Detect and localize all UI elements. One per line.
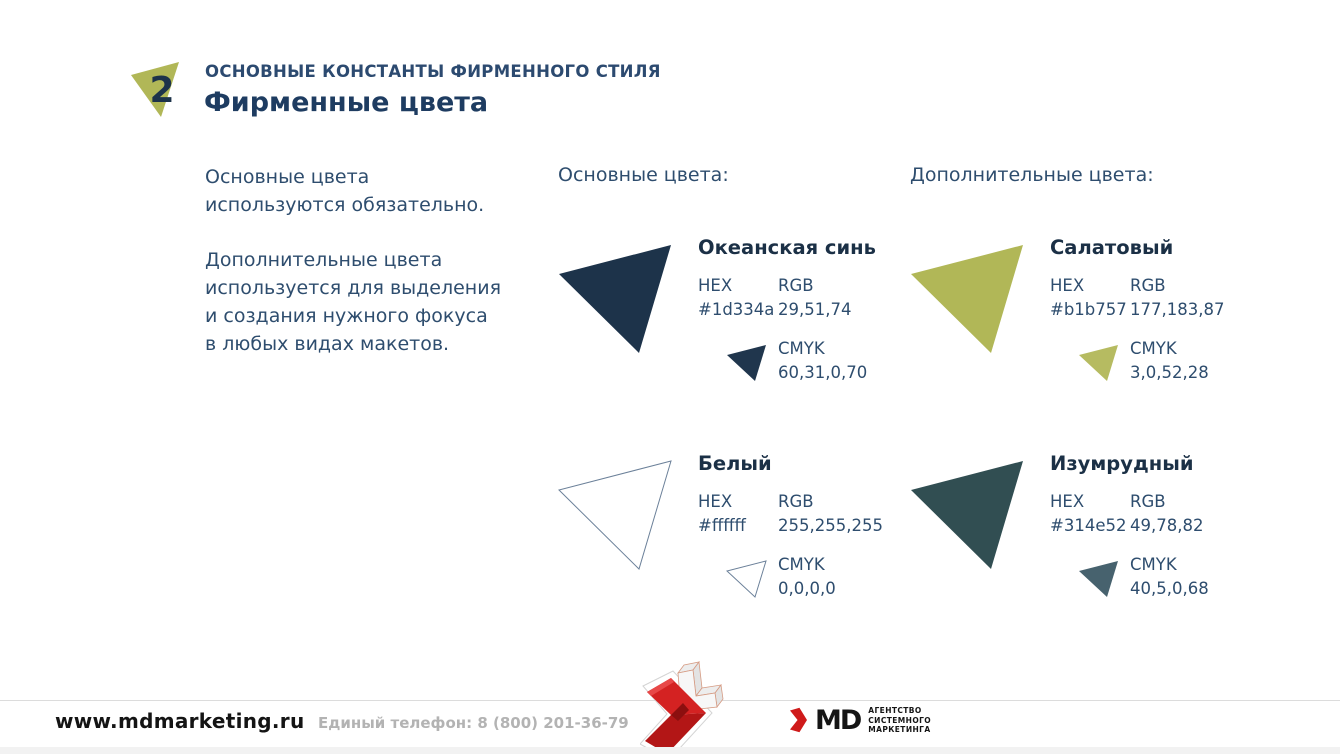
agency-tagline-line2: СИСТЕМНОГО [868, 715, 932, 725]
section-eyebrow: ОСНОВНЫЕ КОНСТАНТЫ ФИРМЕННОГО СТИЛЯ [205, 62, 661, 81]
rgb-value: 49,78,82 [1130, 516, 1204, 535]
swatch-card-ocean-blue: Океанская синь HEX #1d334a RGB 29,51,74 … [556, 236, 896, 406]
rgb-value: 255,255,255 [778, 516, 883, 535]
phone-text: Единый телефон: 8 (800) 201-36-79 [318, 714, 629, 732]
hex-label: HEX [698, 276, 733, 295]
hex-block: HEX #314e52 [1050, 492, 1126, 535]
swatch-card-white: Белый HEX #ffffff RGB 255,255,255 CMYK 0… [556, 452, 896, 622]
cmyk-label: CMYK [1130, 339, 1177, 358]
website-link[interactable]: www.mdmarketing.ru [55, 709, 305, 733]
color-triangle-large-icon [559, 245, 671, 353]
cmyk-block: CMYK 40,5,0,68 [1130, 555, 1209, 598]
color-triangle-large-icon [911, 461, 1023, 569]
md-chevron-icon [790, 707, 807, 733]
swatch-card-light-green: Салатовый HEX #b1b757 RGB 177,183,87 CMY… [908, 236, 1248, 406]
color-triangle-small-icon [726, 560, 767, 598]
cmyk-label: CMYK [778, 555, 825, 574]
hex-block: HEX #ffffff [698, 492, 746, 535]
md-3d-logo-icon [640, 660, 724, 754]
agency-tagline-line3: МАРКЕТИНГА [868, 725, 931, 734]
md-logo-text: MD [815, 704, 862, 736]
color-triangle-small-icon [1079, 561, 1118, 597]
cmyk-value: 40,5,0,68 [1130, 579, 1209, 598]
section-marker-triangle-icon: 2 [131, 62, 179, 117]
rgb-block: RGB 255,255,255 [778, 492, 883, 535]
hex-value: #314e52 [1050, 516, 1127, 535]
swatch-card-emerald: Изумрудный HEX #314e52 RGB 49,78,82 CMYK… [908, 452, 1248, 622]
rgb-block: RGB 49,78,82 [1130, 492, 1203, 535]
color-name: Белый [698, 452, 772, 475]
rgb-label: RGB [778, 276, 814, 295]
rgb-label: RGB [778, 492, 814, 511]
rgb-label: RGB [1130, 276, 1166, 295]
color-name: Изумрудный [1050, 452, 1194, 475]
hex-label: HEX [698, 492, 733, 511]
color-triangle-small-icon [1079, 345, 1118, 381]
cmyk-label: CMYK [1130, 555, 1177, 574]
cmyk-value: 60,31,0,70 [778, 363, 868, 382]
cmyk-value: 0,0,0,0 [778, 579, 836, 598]
hex-label: HEX [1050, 276, 1085, 295]
cmyk-value: 3,0,52,28 [1130, 363, 1209, 382]
rgb-block: RGB 177,183,87 [1130, 276, 1224, 319]
color-triangle-large-icon [558, 460, 672, 570]
intro-paragraph-2: Дополнительные цвета используется для вы… [205, 249, 502, 355]
cmyk-block: CMYK 60,31,0,70 [778, 339, 867, 382]
cmyk-block: CMYK 3,0,52,28 [1130, 339, 1209, 382]
hex-block: HEX #b1b757 [1050, 276, 1127, 319]
cmyk-label: CMYK [778, 339, 825, 358]
hex-block: HEX #1d334a [698, 276, 774, 319]
page-title: Фирменные цвета [204, 87, 489, 118]
agency-tagline-line1: АГЕНТСТВО [868, 706, 922, 715]
section-number: 2 [149, 70, 174, 111]
hex-value: #1d334a [698, 300, 775, 319]
primary-colors-heading: Основные цвета: [558, 164, 729, 186]
rgb-label: RGB [1130, 492, 1166, 511]
color-name: Океанская синь [698, 236, 876, 259]
hex-value: #b1b757 [1050, 300, 1127, 319]
rgb-value: 29,51,74 [778, 300, 852, 319]
agency-logo: MD АГЕНТСТВО СИСТЕМНОГО МАРКЕТИНГА [790, 706, 931, 735]
intro-paragraph-1: Основные цвета используются обязательно. [205, 166, 485, 216]
color-triangle-small-icon [727, 345, 766, 381]
bottom-strip [0, 747, 1340, 754]
rgb-value: 177,183,87 [1130, 300, 1225, 319]
hex-value: #ffffff [698, 516, 746, 535]
agency-tagline: АГЕНТСТВО СИСТЕМНОГО МАРКЕТИНГА [868, 706, 931, 735]
additional-colors-heading: Дополнительные цвета: [910, 164, 1154, 186]
color-triangle-large-icon [911, 245, 1023, 353]
rgb-block: RGB 29,51,74 [778, 276, 851, 319]
intro-text: Основные цвета используются обязательно.… [205, 163, 525, 385]
cmyk-block: CMYK 0,0,0,0 [778, 555, 836, 598]
hex-label: HEX [1050, 492, 1085, 511]
color-name: Салатовый [1050, 236, 1174, 259]
